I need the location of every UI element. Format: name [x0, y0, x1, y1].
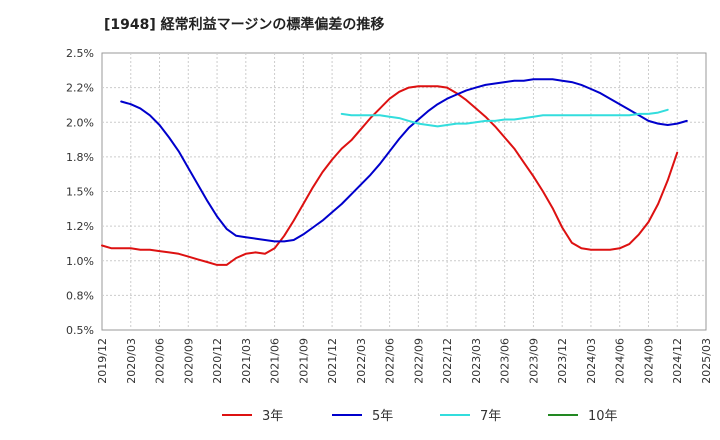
- x-tick-label: 2023/06: [499, 338, 512, 384]
- y-tick-label: 2.5%: [66, 47, 94, 60]
- x-tick-label: 2020/03: [125, 338, 138, 384]
- x-tick-label: 2024/09: [642, 338, 655, 384]
- x-tick-label: 2022/06: [384, 338, 397, 384]
- x-tick-label: 2022/03: [355, 338, 368, 384]
- legend-label: 3年: [262, 409, 283, 424]
- x-tick-label: 2021/03: [240, 338, 253, 384]
- chart-title: [1948] 経常利益マージンの標準偏差の推移: [104, 17, 385, 33]
- x-tick-label: 2023/03: [470, 338, 483, 384]
- series-line: [101, 85, 679, 266]
- y-tick-label: 0.8%: [66, 289, 94, 302]
- y-tick-label: 1.8%: [66, 151, 94, 164]
- series-line: [340, 108, 669, 128]
- series-line: [120, 78, 688, 243]
- x-tick-label: 2022/09: [412, 338, 425, 384]
- y-tick-label: 1.0%: [66, 255, 94, 268]
- legend-label: 7年: [480, 409, 501, 424]
- x-tick-label: 2020/12: [211, 338, 224, 384]
- grid-layer: [101, 52, 707, 331]
- y-tick-label: 1.2%: [66, 220, 94, 233]
- x-tick-label: 2021/09: [297, 338, 310, 384]
- series-layer: [101, 78, 688, 266]
- legend-label: 10年: [588, 409, 618, 424]
- y-tick-label: 2.0%: [66, 116, 94, 129]
- x-tick-label: 2024/12: [671, 338, 684, 384]
- legend-label: 5年: [372, 409, 393, 424]
- x-tick-label: 2023/09: [527, 338, 540, 384]
- x-tick-label: 2024/06: [614, 338, 627, 384]
- y-tick-label: 0.5%: [66, 324, 94, 337]
- y-tick-label: 1.5%: [66, 186, 94, 199]
- y-tick-label: 2.2%: [66, 82, 94, 95]
- x-tick-label: 2019/12: [96, 338, 109, 384]
- x-tick-label: 2022/12: [441, 338, 454, 384]
- x-tick-label: 2021/06: [269, 338, 282, 384]
- x-tick-label: 2020/09: [182, 338, 195, 384]
- x-tick-label: 2024/03: [585, 338, 598, 384]
- x-tick-label: 2025/03: [700, 338, 713, 384]
- axis-layer: 0.5% 0.8% 1.0% 1.2% 1.5% 1.8% 2.0% 2.2% 2.5% 2019…: [66, 47, 713, 384]
- x-tick-label: 2020/06: [154, 338, 167, 384]
- x-tick-label: 2023/12: [556, 338, 569, 384]
- x-tick-label: 2021/12: [326, 338, 339, 384]
- legend: 3年 5年 7年 10年: [222, 409, 618, 424]
